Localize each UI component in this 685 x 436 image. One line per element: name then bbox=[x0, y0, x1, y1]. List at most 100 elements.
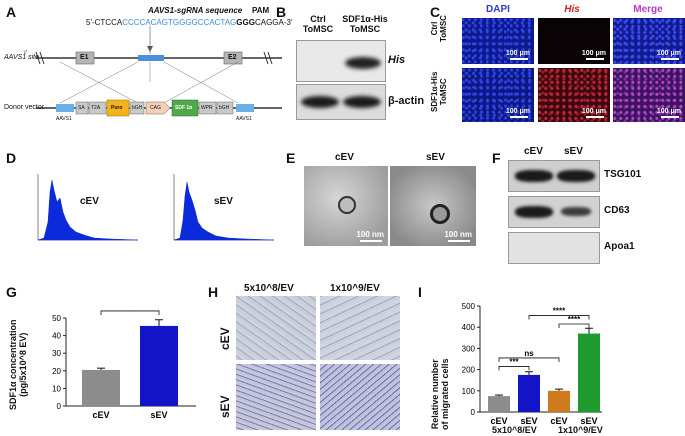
sig-label: ns bbox=[524, 349, 534, 358]
e-scale-2: 100 nm bbox=[444, 230, 472, 239]
target-site bbox=[138, 55, 164, 61]
c-scale-1: 100 μm bbox=[505, 50, 530, 57]
exon-e1-label: E1 bbox=[80, 54, 89, 61]
y-tick-label: 400 bbox=[462, 323, 476, 332]
f-blot-cd63 bbox=[508, 196, 600, 228]
sig-label: **** bbox=[553, 307, 566, 316]
b-col2-line1: SDF1α-His bbox=[342, 14, 388, 24]
c-scale-6: 100 μm bbox=[656, 108, 681, 115]
c-scale-3: 100 μm bbox=[656, 50, 681, 57]
aavs1-right-arm bbox=[236, 104, 254, 112]
h-row1: cEV bbox=[218, 327, 232, 350]
c-col-his: His bbox=[564, 4, 580, 15]
f-col2: sEV bbox=[564, 146, 583, 157]
c-row1-line2: ToMSC bbox=[439, 15, 448, 42]
i-ylabel: Relative number of migrated cells bbox=[430, 358, 450, 430]
seq-prefix: 5'-CTCCA bbox=[86, 18, 123, 27]
sig-bracket bbox=[100, 310, 160, 315]
aavs1-site-label: AAVS1 site bbox=[4, 54, 40, 61]
c-img-his-sdf: 100 μm bbox=[538, 68, 610, 122]
g-ylabel-line2: (pg/5x10^8 EV) bbox=[18, 332, 28, 397]
g-ylabel: SDF1α concentration (pg/5x10^8 EV) bbox=[8, 319, 28, 410]
panel-label-c: C bbox=[430, 4, 441, 20]
y-tick-label: 40 bbox=[52, 332, 61, 341]
y-tick-label: 30 bbox=[52, 349, 61, 358]
c-col-merge: Merge bbox=[633, 4, 663, 15]
i-bar-chart: 0 100 200 300 400 500 cEV sEV cEV sEV *** ns *******… bbox=[462, 302, 602, 426]
sig-bracket bbox=[558, 323, 590, 329]
segment-bgh-2: bGH bbox=[219, 105, 230, 111]
b-col2-line2: ToMSC bbox=[349, 24, 381, 34]
panel-label-f: F bbox=[492, 150, 501, 166]
b-col1-line1: Ctrl bbox=[310, 14, 326, 24]
y-tick-label: 0 bbox=[57, 402, 62, 411]
d-hist-cev-label: cEV bbox=[80, 196, 99, 207]
sig-label: *** bbox=[125, 306, 135, 311]
i-group1: 5x10^8/EV bbox=[492, 425, 537, 435]
bar bbox=[518, 374, 540, 412]
construct-diagram: // bbox=[24, 26, 282, 117]
x-tick-label: sEV bbox=[150, 410, 167, 420]
sig-bracket bbox=[528, 315, 590, 320]
y-tick-label: 10 bbox=[52, 384, 61, 393]
b-col1-line2: ToMSC bbox=[302, 24, 334, 34]
c-scale-5: 100 μm bbox=[581, 108, 606, 115]
h-col1: 5x10^8/EV bbox=[244, 283, 294, 294]
c-img-merge-sdf: 100 μm bbox=[613, 68, 685, 122]
sig-bracket bbox=[498, 366, 530, 371]
b-row-his: His bbox=[388, 54, 406, 66]
b-blot-his bbox=[296, 40, 386, 82]
bar bbox=[140, 325, 178, 406]
aavs1-right-label: AAVS1 bbox=[236, 116, 252, 122]
e-tem-cev: 100 nm bbox=[304, 166, 388, 246]
c-scale-4: 100 μm bbox=[505, 108, 530, 115]
seq-suffix: CAGGA-3' bbox=[254, 18, 293, 27]
e-col1: cEV bbox=[335, 152, 354, 163]
g-ylabel-line1: SDF1α concentration bbox=[8, 319, 18, 410]
h-img-sev-5e8 bbox=[236, 364, 316, 430]
e-tem-sev: 100 nm bbox=[390, 166, 476, 246]
c-scale-2: 100 μm bbox=[581, 50, 606, 57]
exon-e2-label: E2 bbox=[228, 54, 237, 61]
y-tick-label: 0 bbox=[471, 408, 476, 417]
panel-label-g: G bbox=[6, 284, 17, 300]
c-img-dapi-sdf: 100 μm bbox=[462, 68, 534, 122]
y-tick-label: 50 bbox=[52, 314, 61, 323]
c-row2-line2: ToMSC bbox=[439, 78, 448, 106]
i-group2: 1x10^9/EV bbox=[558, 425, 603, 435]
exon-e1-box bbox=[75, 51, 95, 65]
e-col2: sEV bbox=[426, 152, 445, 163]
segment-t2a: T2A bbox=[91, 105, 101, 111]
e-scale-1: 100 nm bbox=[356, 230, 384, 239]
d-histogram-sev bbox=[173, 174, 275, 241]
c-row2-line1: SDF1α-His bbox=[430, 71, 439, 112]
exon-e2-box bbox=[223, 51, 243, 65]
c-row1-label: Ctrl ToMSC bbox=[430, 15, 448, 42]
f-col1: cEV bbox=[524, 146, 543, 157]
panel-label-d: D bbox=[6, 150, 17, 166]
y-tick-label: 20 bbox=[52, 367, 61, 376]
svg-text://: // bbox=[24, 50, 27, 56]
segment-sa: SA bbox=[78, 105, 85, 111]
i-ylabel-line1: Relative number bbox=[430, 359, 440, 430]
bar bbox=[488, 396, 510, 412]
c-col-dapi: DAPI bbox=[486, 4, 510, 15]
donor-vector-label: Donor vector bbox=[4, 104, 45, 111]
panel-label-e: E bbox=[286, 150, 296, 166]
b-col1-header: Ctrl ToMSC bbox=[296, 14, 340, 34]
bar bbox=[548, 390, 570, 412]
f-row-cd63: CD63 bbox=[604, 205, 630, 216]
h-col2: 1x10^9/EV bbox=[330, 283, 380, 294]
h-row2: sEV bbox=[218, 395, 232, 418]
sig-label: **** bbox=[568, 315, 581, 324]
segment-sdf1a: SDF 1α bbox=[175, 105, 193, 111]
h-img-cev-5e8 bbox=[236, 296, 316, 360]
pam-label: PAM bbox=[252, 6, 270, 15]
y-tick-label: 200 bbox=[462, 366, 476, 375]
x-tick-label: sEV bbox=[520, 416, 537, 426]
sig-label: *** bbox=[509, 357, 519, 366]
c-img-merge-ctrl: 100 μm bbox=[613, 18, 685, 64]
aavs1-left-label: AAVS1 bbox=[56, 116, 72, 122]
y-tick-label: 500 bbox=[462, 302, 476, 311]
c-row1-line1: Ctrl bbox=[430, 21, 439, 36]
